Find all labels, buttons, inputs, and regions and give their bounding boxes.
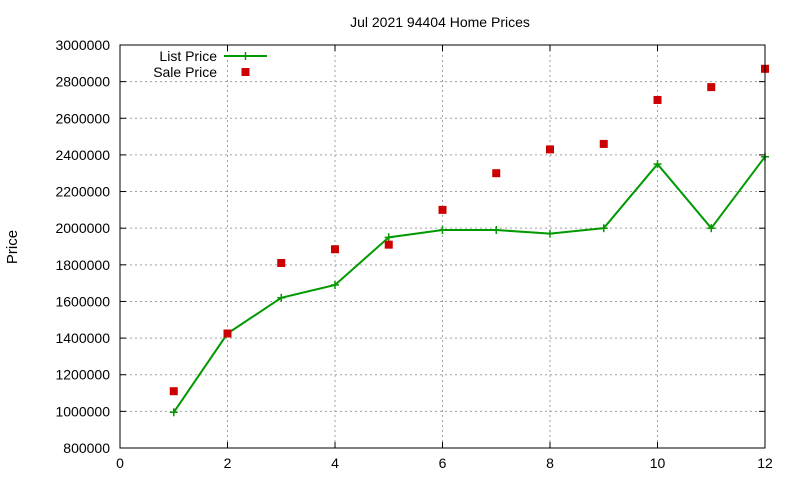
list-price-point bbox=[384, 233, 393, 242]
sale-price-point bbox=[492, 169, 501, 178]
plot-area bbox=[169, 64, 769, 417]
y-axis-label: Price bbox=[4, 230, 21, 264]
y-tick-label: 1000000 bbox=[55, 403, 110, 419]
y-tick-label: 1800000 bbox=[55, 257, 110, 273]
x-tick-label: 6 bbox=[439, 455, 447, 471]
list-price-point bbox=[492, 226, 501, 235]
plot-frame bbox=[119, 44, 766, 449]
sale-price-point bbox=[599, 139, 608, 148]
y-tick-label: 2400000 bbox=[55, 147, 110, 163]
list-price-point bbox=[546, 229, 554, 238]
list-price-point bbox=[438, 226, 447, 235]
list-price-point bbox=[707, 224, 716, 233]
y-tick-label: 800000 bbox=[63, 440, 110, 456]
x-tick-label: 10 bbox=[650, 455, 666, 471]
list-price-point bbox=[599, 224, 608, 233]
y-tick-label: 2000000 bbox=[55, 220, 110, 236]
list-price-point bbox=[277, 293, 286, 302]
sale-price-point bbox=[438, 205, 447, 214]
y-tick-label: 1400000 bbox=[55, 330, 110, 346]
list-price-point bbox=[331, 280, 339, 289]
x-tick-label: 0 bbox=[116, 455, 124, 471]
grid bbox=[120, 45, 765, 448]
sale-price-point bbox=[653, 95, 662, 104]
y-tick-label: 2200000 bbox=[55, 184, 110, 200]
y-tick-label: 3000000 bbox=[55, 37, 110, 53]
chart-title: Jul 2021 94404 Home Prices bbox=[350, 14, 530, 30]
sale-price-point bbox=[223, 329, 232, 338]
sale-price-point bbox=[169, 387, 178, 396]
sale-price-point bbox=[384, 240, 393, 249]
x-tick-label: 12 bbox=[757, 455, 773, 471]
list-price-point bbox=[169, 408, 178, 417]
y-tick-label: 2800000 bbox=[55, 74, 110, 90]
y-tick-label: 1200000 bbox=[55, 367, 110, 383]
legend-plus-marker bbox=[241, 52, 250, 60]
legend-label: List Price bbox=[159, 48, 217, 64]
legend-label: Sale Price bbox=[153, 64, 217, 80]
list-price-point bbox=[653, 160, 662, 169]
list-price-line bbox=[172, 156, 766, 413]
y-tick-label: 2600000 bbox=[55, 110, 110, 126]
sale-price-point bbox=[277, 258, 286, 267]
x-tick-label: 8 bbox=[546, 455, 554, 471]
legend-square-marker bbox=[241, 68, 250, 76]
axis-ticks: 800000 1000000 1200000 1400000 1600000 180000… bbox=[55, 37, 773, 471]
y-tick-label: 1600000 bbox=[55, 293, 110, 309]
x-tick-label: 4 bbox=[331, 455, 339, 471]
sale-price-point bbox=[546, 145, 554, 154]
x-tick-label: 2 bbox=[224, 455, 232, 471]
sale-price-point bbox=[331, 245, 339, 254]
sale-price-point bbox=[707, 83, 716, 92]
